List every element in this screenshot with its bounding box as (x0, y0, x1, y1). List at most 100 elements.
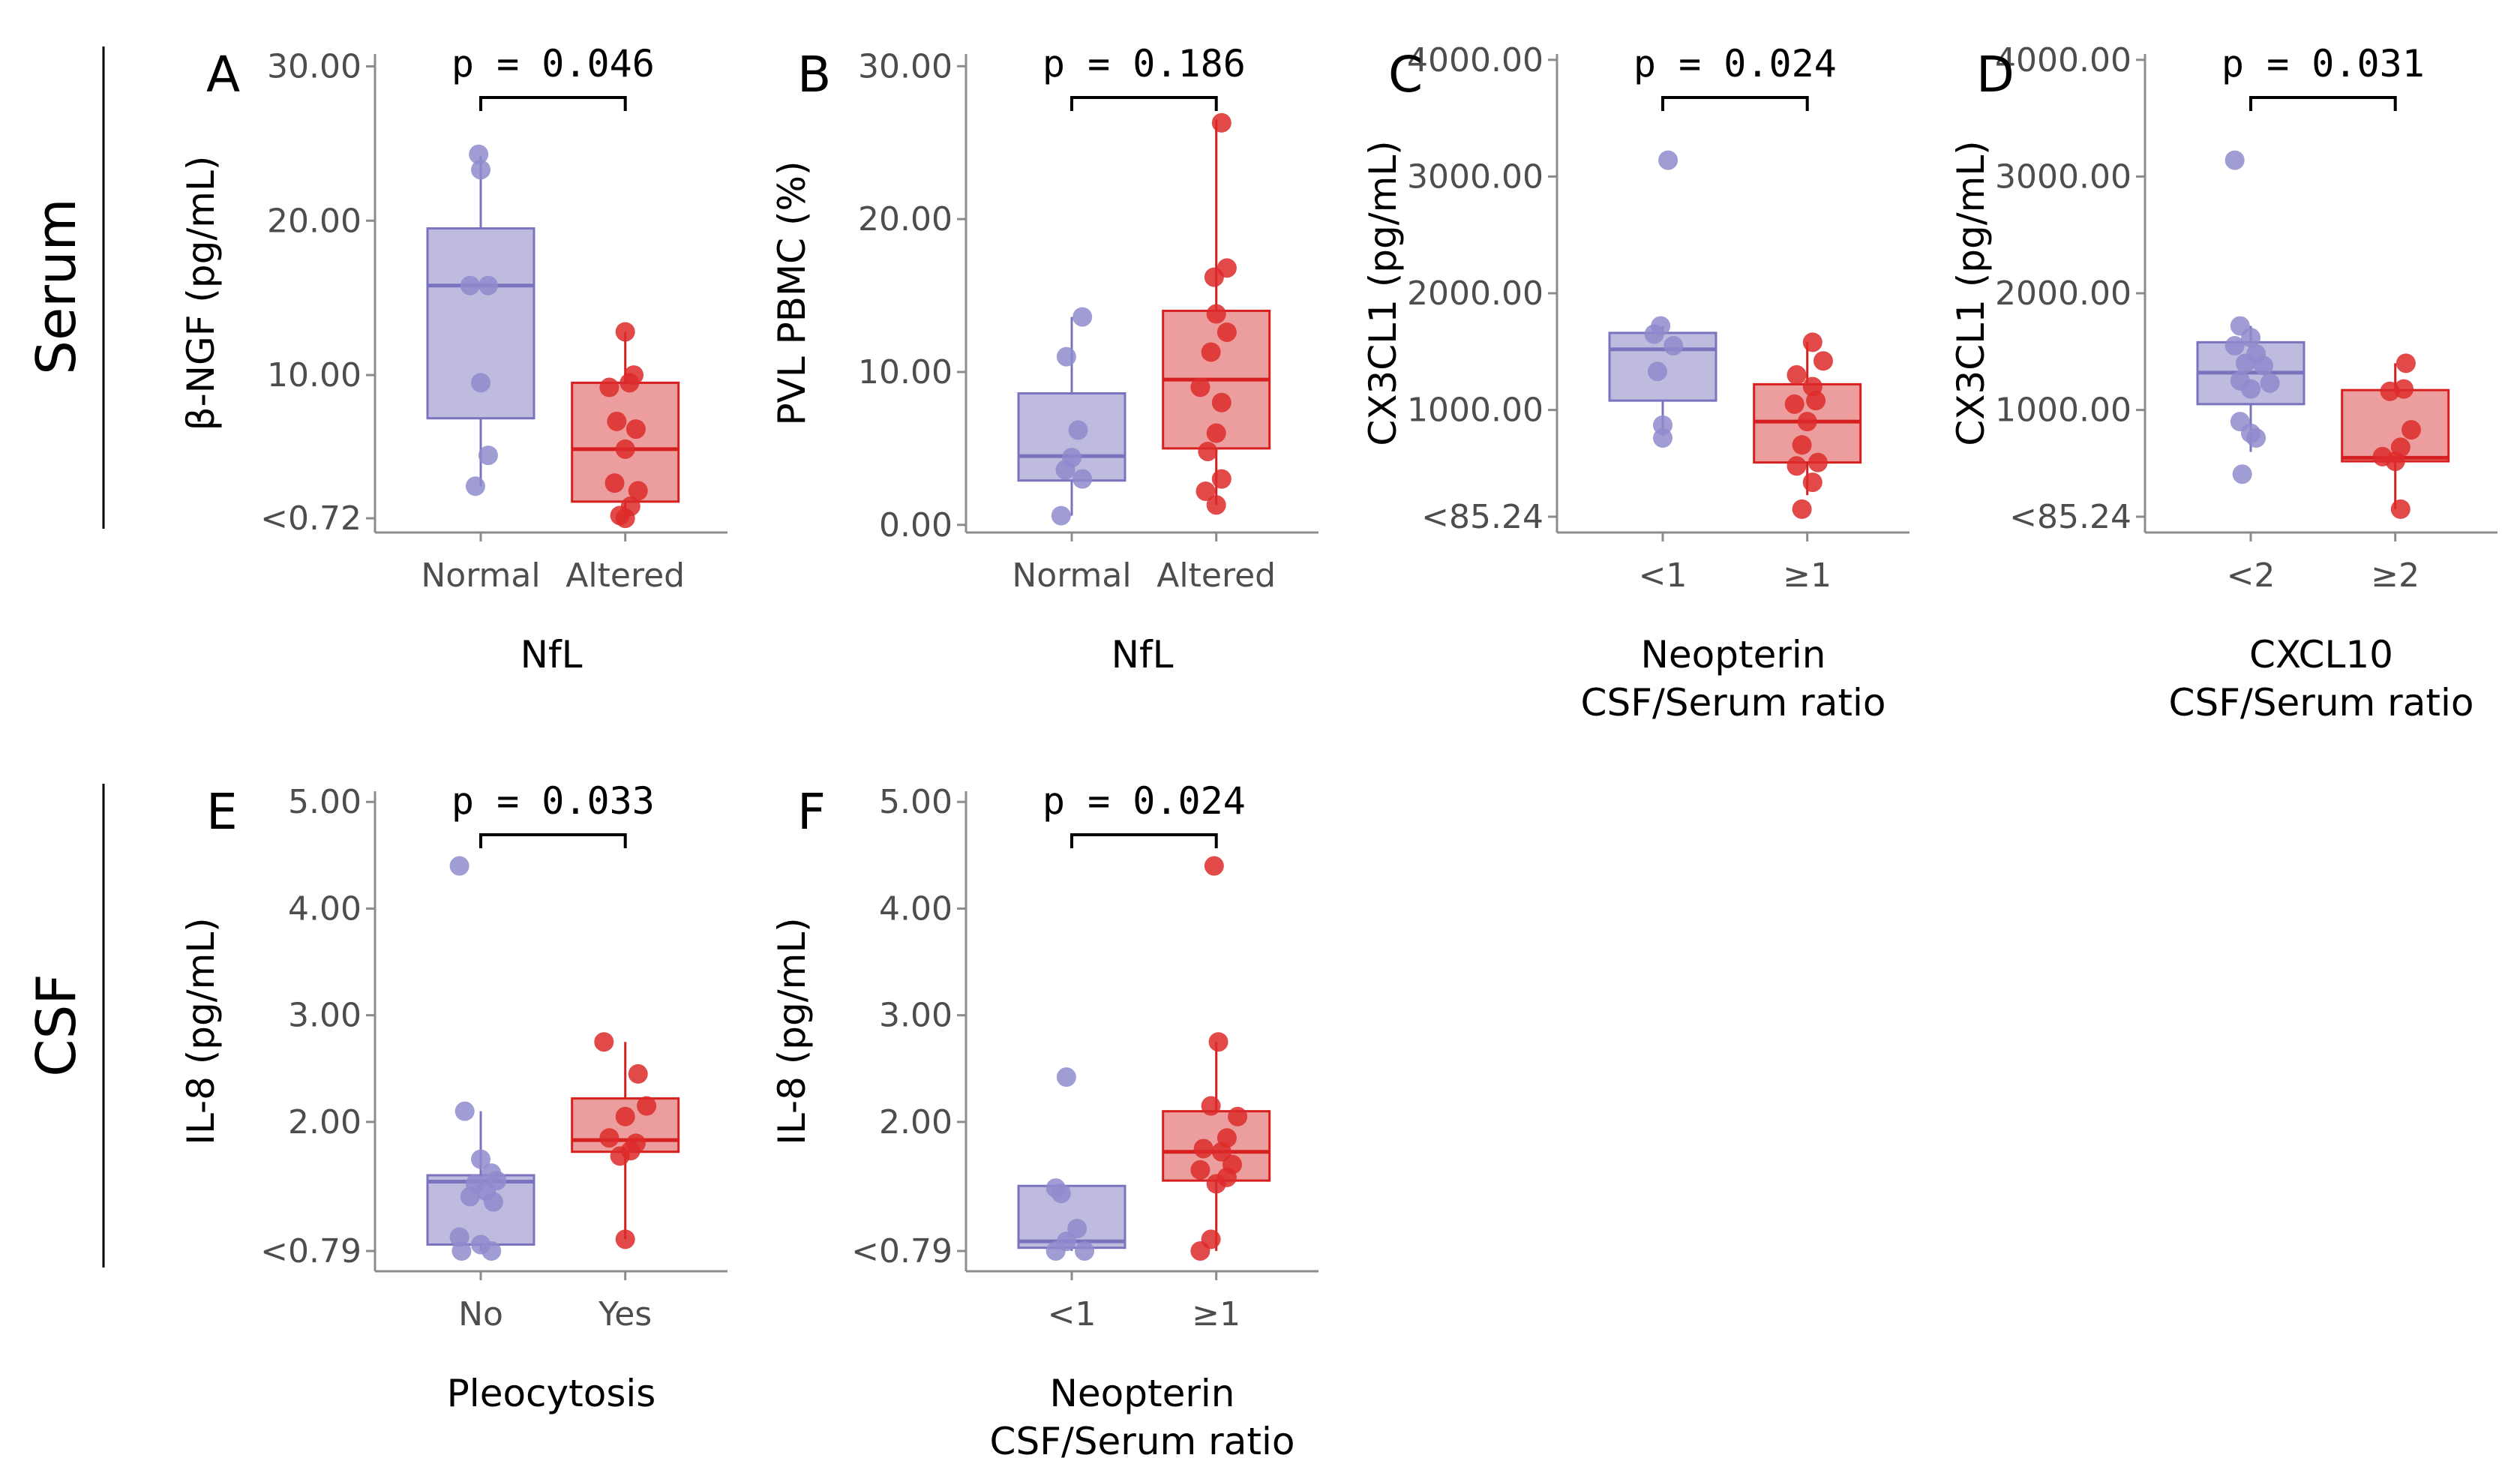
y-tick-label: 4.00 (879, 890, 952, 928)
data-point (1190, 377, 1210, 398)
data-point (460, 1186, 480, 1207)
data-point (1653, 428, 1672, 448)
panel-letter: A (206, 46, 240, 104)
x-tick-label: Normal (1012, 556, 1131, 595)
data-point (2224, 150, 2245, 170)
y-tick-label: 30.00 (267, 47, 362, 86)
y-tick-label: <85.24 (1421, 498, 1544, 536)
y-tick-label: 2.00 (288, 1103, 362, 1142)
significance-bracket (1661, 96, 1809, 111)
y-tick-label: 20.00 (267, 202, 362, 240)
data-point (1075, 1240, 1095, 1261)
data-point (2235, 353, 2255, 374)
x-tick-label: Altered (566, 556, 685, 595)
data-point (1190, 1160, 1210, 1180)
x-tick-label: <2 (2227, 556, 2276, 595)
data-point (1190, 1240, 1210, 1261)
panel-letter: C (1388, 46, 1423, 104)
data-point (1204, 267, 1224, 287)
data-point (471, 160, 490, 180)
y-tick-label: 1000.00 (1995, 392, 2132, 430)
box-group-0 (1608, 150, 1718, 448)
p-value-label: p = 0.031 (2222, 42, 2425, 86)
x-axis-title: Pleocytosis (447, 1372, 656, 1415)
data-point (615, 1106, 635, 1126)
data-point (1193, 1138, 1214, 1159)
data-point (2396, 353, 2416, 374)
data-point (615, 1229, 635, 1250)
panels: <0.72 10.00 20.00 30.00 β-NGF (pg/mL) A p = 0.… (179, 41, 2498, 1463)
panel-E: <0.79 2.00 3.00 4.00 5.00 IL-8 (pg/mL) E p = 0.… (179, 779, 728, 1415)
data-point (2254, 356, 2274, 376)
x-axis-title: CXCL10 (2249, 633, 2393, 676)
data-point (1786, 364, 1807, 385)
data-point (1797, 412, 1817, 432)
y-tick-label: 1000.00 (1407, 392, 1544, 430)
data-point (1208, 1032, 1228, 1052)
x-axis-title: Neopterin (1641, 633, 1826, 676)
x-tick-label: <1 (1048, 1295, 1096, 1334)
x-tick-label: Altered (1156, 556, 1276, 595)
box-group-0 (1017, 307, 1126, 526)
data-point (2402, 420, 2421, 440)
data-point (1056, 1067, 1076, 1088)
y-axis-title: CX3CL1 (pg/mL) (1361, 140, 1405, 446)
data-point (1784, 394, 1804, 414)
data-point (2246, 428, 2266, 448)
y-tick-label: 4000.00 (1407, 41, 1544, 80)
data-point (2232, 464, 2252, 484)
panel-letter: F (797, 783, 826, 841)
panel-letter: D (1976, 46, 2014, 104)
data-point (460, 275, 480, 296)
data-point (1792, 435, 1812, 455)
y-tick-label: 3.00 (288, 997, 362, 1035)
data-point (471, 373, 490, 393)
y-tick-label: 2000.00 (1407, 274, 1544, 313)
data-point (1206, 304, 1226, 324)
x-tick-label: ≥1 (1783, 556, 1832, 595)
y-axis-title: CX3CL1 (pg/mL) (1949, 140, 1993, 446)
y-tick-label: 5.00 (879, 783, 952, 821)
panel-letter: E (206, 783, 238, 841)
box-group-0 (426, 144, 536, 496)
data-point (1046, 1240, 1066, 1261)
y-tick-label: 3.00 (879, 997, 952, 1035)
data-point (1644, 324, 1664, 344)
x-tick-label: ≥2 (2371, 556, 2420, 595)
panel-A: <0.72 10.00 20.00 30.00 β-NGF (pg/mL) A p = 0.… (179, 42, 728, 676)
y-tick-label: 2.00 (879, 1103, 952, 1142)
y-tick-label: <0.79 (260, 1232, 362, 1270)
panel-F: <0.79 2.00 3.00 4.00 5.00 IL-8 (pg/mL) F p = 0.… (770, 779, 1318, 1463)
data-point (1228, 1106, 1248, 1126)
y-tick-label: 3000.00 (1995, 158, 2132, 196)
data-point (1814, 351, 1833, 371)
y-axis-title: PVL PBMC (%) (770, 160, 814, 425)
x-tick-label: ≥1 (1192, 1295, 1240, 1334)
y-tick-label: 5.00 (288, 783, 362, 821)
y-tick-label: 0.00 (879, 506, 952, 544)
data-point (599, 377, 620, 398)
y-axis-title: β-NGF (pg/mL) (179, 156, 223, 431)
data-point (1802, 472, 1822, 493)
y-axis-title: IL-8 (pg/mL) (770, 917, 814, 1144)
x-axis-title: CSF/Serum ratio (2169, 681, 2474, 724)
x-tick-label: No (458, 1295, 503, 1334)
data-point (2224, 336, 2245, 356)
p-value-label: p = 0.186 (1042, 42, 1246, 86)
data-point (1072, 469, 1093, 489)
x-axis-title: NfL (520, 633, 583, 676)
data-point (1196, 481, 1216, 501)
significance-bracket (1070, 96, 1218, 111)
significance-bracket (1070, 833, 1218, 848)
data-point (604, 473, 625, 494)
y-tick-label: <85.24 (2009, 498, 2132, 536)
y-tick-label: <0.79 (851, 1232, 952, 1270)
data-point (1658, 150, 1678, 170)
data-point (620, 373, 640, 393)
data-point (1211, 112, 1232, 133)
data-point (1055, 460, 1076, 480)
box-group-1 (2341, 353, 2450, 519)
box-iqr (426, 1174, 536, 1246)
data-point (2241, 379, 2260, 399)
data-point (1792, 499, 1812, 519)
